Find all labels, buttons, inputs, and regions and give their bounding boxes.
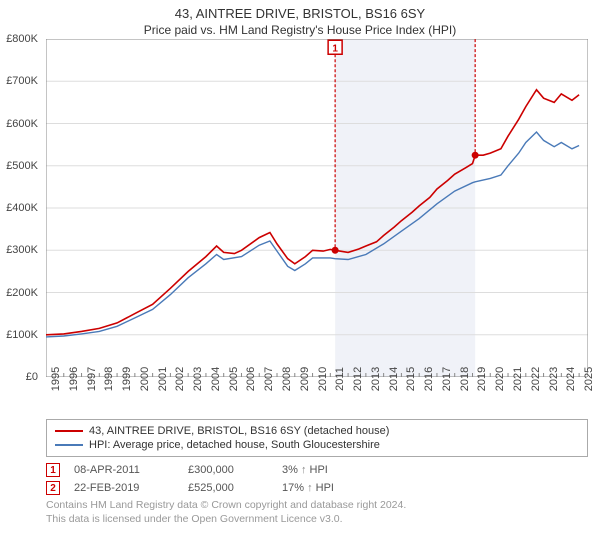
y-tick-label: £300K — [6, 244, 38, 256]
x-tick-label: 1998 — [103, 367, 115, 391]
x-tick-label: 1997 — [86, 367, 98, 391]
x-tick-label: 2003 — [192, 367, 204, 391]
sale-marker: 1 — [46, 463, 60, 477]
sale-row: 2 22-FEB-2019 £525,000 17% ↑ HPI — [46, 479, 588, 497]
sale-marker: 2 — [46, 481, 60, 495]
x-tick-label: 2006 — [245, 367, 257, 391]
chart-plot: 12 — [46, 39, 588, 377]
x-tick-label: 2001 — [157, 367, 169, 391]
x-tick-label: 2019 — [476, 367, 488, 391]
x-tick-label: 1995 — [50, 367, 62, 391]
x-tick-label: 2017 — [441, 367, 453, 391]
page-subtitle: Price paid vs. HM Land Registry's House … — [0, 23, 600, 37]
x-tick-label: 2015 — [405, 367, 417, 391]
x-tick-label: 2004 — [210, 367, 222, 391]
sale-pct: 3% ↑ HPI — [282, 464, 392, 476]
y-tick-label: £200K — [6, 287, 38, 299]
x-tick-label: 2021 — [512, 367, 524, 391]
legend-label: 43, AINTREE DRIVE, BRISTOL, BS16 6SY (de… — [89, 425, 389, 437]
x-tick-label: 2013 — [370, 367, 382, 391]
legend-swatch — [55, 444, 83, 446]
x-tick-label: 1999 — [121, 367, 133, 391]
x-tick-label: 2010 — [317, 367, 329, 391]
x-tick-label: 2016 — [423, 367, 435, 391]
footer-attribution: Contains HM Land Registry data © Crown c… — [46, 499, 588, 526]
arrow-up-icon: ↑ — [307, 482, 313, 494]
price-chart: £0£100K£200K£300K£400K£500K£600K£700K£80… — [46, 39, 588, 377]
page-title: 43, AINTREE DRIVE, BRISTOL, BS16 6SY — [0, 6, 600, 21]
x-tick-label: 2009 — [299, 367, 311, 391]
legend-swatch — [55, 430, 83, 432]
y-tick-label: £600K — [6, 118, 38, 130]
x-tick-label: 1996 — [68, 367, 80, 391]
marker-dot — [332, 247, 339, 254]
x-tick-label: 2002 — [174, 367, 186, 391]
sale-date: 08-APR-2011 — [74, 464, 174, 476]
legend-item: HPI: Average price, detached house, Sout… — [55, 438, 579, 452]
legend: 43, AINTREE DRIVE, BRISTOL, BS16 6SY (de… — [46, 419, 588, 457]
x-tick-label: 2000 — [139, 367, 151, 391]
sales-table: 1 08-APR-2011 £300,000 3% ↑ HPI 2 22-FEB-2019… — [46, 461, 588, 497]
y-tick-label: £100K — [6, 329, 38, 341]
y-tick-label: £400K — [6, 202, 38, 214]
sale-pct: 17% ↑ HPI — [282, 482, 392, 494]
legend-item: 43, AINTREE DRIVE, BRISTOL, BS16 6SY (de… — [55, 424, 579, 438]
x-tick-label: 2023 — [548, 367, 560, 391]
sale-price: £525,000 — [188, 482, 268, 494]
y-tick-label: £800K — [6, 33, 38, 45]
series-line — [46, 132, 579, 337]
marker-number: 1 — [332, 43, 338, 54]
footer-line: This data is licensed under the Open Gov… — [46, 513, 588, 527]
x-tick-label: 2018 — [459, 367, 471, 391]
x-tick-label: 2022 — [530, 367, 542, 391]
legend-label: HPI: Average price, detached house, Sout… — [89, 439, 380, 451]
x-tick-label: 2011 — [334, 367, 346, 391]
y-tick-label: £0 — [26, 371, 38, 383]
marker-dot — [472, 152, 479, 159]
x-tick-label: 2012 — [352, 367, 364, 391]
y-tick-label: £700K — [6, 75, 38, 87]
x-tick-label: 2007 — [263, 367, 275, 391]
footer-line: Contains HM Land Registry data © Crown c… — [46, 499, 588, 513]
x-tick-label: 2024 — [565, 367, 577, 391]
sale-price: £300,000 — [188, 464, 268, 476]
x-tick-label: 2008 — [281, 367, 293, 391]
x-tick-label: 2014 — [388, 367, 400, 391]
arrow-up-icon: ↑ — [301, 464, 307, 476]
sale-date: 22-FEB-2019 — [74, 482, 174, 494]
x-tick-label: 2020 — [494, 367, 506, 391]
x-tick-label: 2005 — [228, 367, 240, 391]
series-line — [46, 90, 579, 335]
x-axis-labels: 1995199619971998199920002001200220032004… — [46, 377, 588, 413]
x-tick-label: 2025 — [583, 367, 595, 391]
y-tick-label: £500K — [6, 160, 38, 172]
sale-row: 1 08-APR-2011 £300,000 3% ↑ HPI — [46, 461, 588, 479]
